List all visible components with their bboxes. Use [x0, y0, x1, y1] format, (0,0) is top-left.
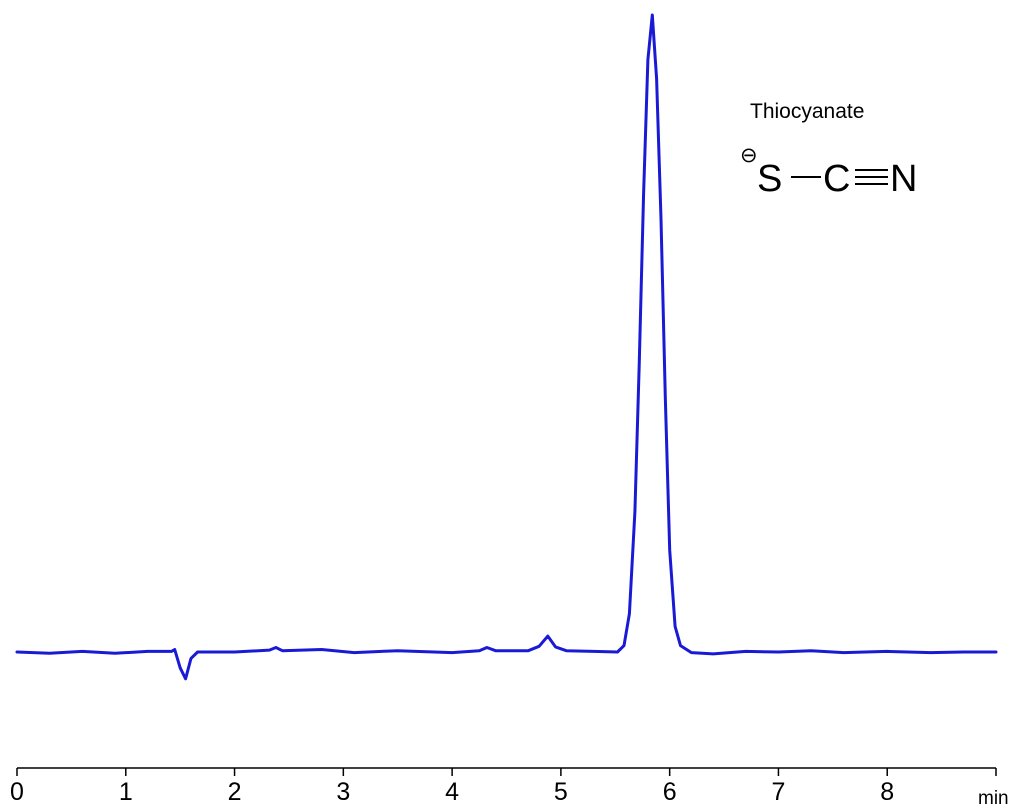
compound-name-label: Thiocyanate — [750, 100, 864, 123]
formula-carbon: C — [823, 158, 850, 200]
compound-annotation: Thiocyanate ⊖ S C N — [740, 100, 917, 200]
x-tick-label: 7 — [771, 778, 785, 806]
triple-bond — [855, 169, 888, 185]
x-axis-ticks: 0 1 2 3 4 5 6 7 8 — [10, 768, 997, 806]
x-tick-label: 4 — [445, 778, 459, 806]
x-tick-label: 8 — [880, 778, 894, 806]
formula-nitrogen: N — [890, 158, 917, 200]
chromatogram-trace — [15, 13, 998, 681]
formula-sulfur: S — [757, 158, 782, 200]
trace-layer — [15, 13, 998, 681]
x-tick-label: 5 — [554, 778, 568, 806]
charge-symbol: ⊖ — [740, 143, 758, 167]
x-tick-label: 1 — [119, 778, 133, 806]
x-tick-label: 2 — [228, 778, 242, 806]
x-tick-label: 6 — [663, 778, 677, 806]
x-axis-unit-label: min — [978, 788, 1009, 807]
x-tick-label: 0 — [10, 778, 24, 806]
x-axis: 0 1 2 3 4 5 6 7 8 min — [10, 767, 1009, 807]
x-tick-label: 3 — [336, 778, 350, 806]
